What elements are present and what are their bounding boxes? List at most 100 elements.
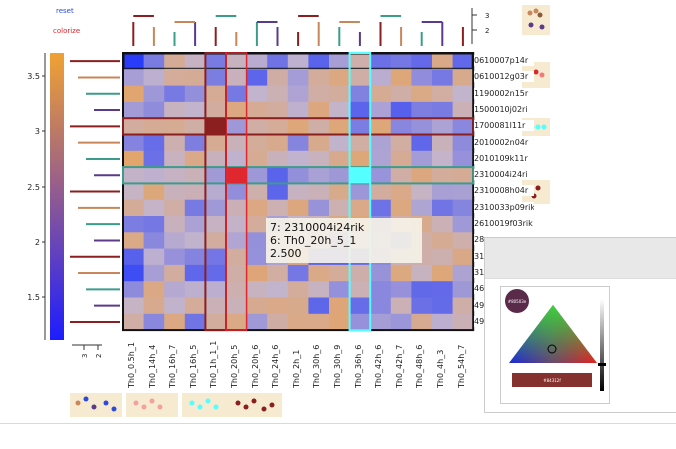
row-label[interactable]: 2310008h04r <box>474 185 534 197</box>
row-label[interactable]: 1700081l11r <box>474 120 534 132</box>
heatmap-cell <box>411 101 433 119</box>
column-label[interactable]: Th0_0.5h_1 <box>127 342 136 388</box>
heatmap-cell <box>452 281 474 298</box>
heatmap-cell <box>184 53 206 70</box>
heatmap-cell <box>164 264 186 282</box>
top-row-outline <box>123 53 473 69</box>
heatmap-cell <box>267 69 289 87</box>
row-label[interactable]: 2010002n04r <box>474 136 534 148</box>
heatmap-cell <box>184 248 206 266</box>
row-label[interactable]: 0610012g03r <box>474 71 534 83</box>
heatmap-cell <box>184 199 206 217</box>
row-label[interactable]: 2610019f03rik <box>474 218 534 229</box>
heatmap-cell <box>329 199 351 217</box>
heatmap-cell <box>287 69 309 87</box>
heatmap-cell <box>411 69 433 87</box>
heatmap-cell <box>452 150 474 168</box>
column-label[interactable]: Th0_20h_6 <box>250 344 260 388</box>
heatmap-cell <box>267 101 289 119</box>
color-cursor[interactable] <box>547 344 557 354</box>
heatmap-cell <box>329 101 351 119</box>
heatmap-border <box>122 52 475 332</box>
heatmap-cell <box>143 53 165 70</box>
heatmap-cell <box>452 183 474 201</box>
heatmap-cell <box>267 297 289 315</box>
row-label[interactable]: 1190002n15r <box>474 87 534 99</box>
heatmap-cell <box>390 183 412 201</box>
heatmap-cell <box>287 167 309 184</box>
column-label[interactable]: Th0_54h_7 <box>456 344 466 388</box>
heatmap-cell <box>329 53 351 70</box>
tooltip-column: 6: Th0_20h_5_1 <box>270 234 357 247</box>
cyan-column-outline <box>348 52 372 332</box>
heatmap-cell <box>164 101 186 119</box>
heatmap-cell <box>308 85 330 103</box>
heatmap-cell <box>205 53 227 70</box>
column-label[interactable]: Th0_16h_7 <box>168 344 178 388</box>
heatmap-cell <box>329 297 351 315</box>
heatmap-cell <box>308 183 330 201</box>
column-label[interactable]: Th0_42h_7 <box>394 344 404 388</box>
column-label[interactable]: Th0_48h_6 <box>415 344 425 388</box>
heatmap-cell <box>246 69 268 87</box>
col-thumb-1-dot <box>103 400 109 406</box>
heatmap-cell <box>164 134 186 152</box>
heatmap-cell <box>349 183 371 201</box>
heatmap-cell <box>123 150 145 168</box>
column-label[interactable]: Th0_16h_5 <box>188 344 198 388</box>
heatmap-cell <box>308 150 330 168</box>
column-label[interactable]: Th0_20h_5 <box>230 344 239 388</box>
color-picker[interactable]: #80503e #84312f <box>500 286 610 404</box>
heatmap-cell <box>246 248 268 266</box>
heatmap-cell <box>143 281 165 298</box>
heatmap-cell <box>411 53 433 70</box>
col-thumb-3-dot <box>189 400 195 406</box>
column-label[interactable]: Th0_36h_6 <box>353 344 363 388</box>
row-label[interactable]: 2010109k11r <box>474 152 534 164</box>
heatmap-cell <box>246 281 268 298</box>
heatmap-cell <box>329 150 351 168</box>
heatmap-cell <box>287 85 309 103</box>
heatmap-cell <box>246 297 268 315</box>
heatmap-cell <box>123 85 145 103</box>
column-label[interactable]: Th0_4h_3 <box>436 349 445 388</box>
column-label[interactable]: Th0_30h_9 <box>333 344 342 388</box>
heatmap-cell <box>143 264 165 282</box>
top-right-thumb-dot <box>533 8 539 14</box>
heatmap-cell <box>226 134 248 152</box>
row-label[interactable]: 1500010j02ri <box>474 103 534 115</box>
column-label[interactable]: Th0_14h_4 <box>147 344 157 388</box>
column-label[interactable]: Th0_30h_6 <box>312 344 322 388</box>
heatmap-cell <box>205 69 227 87</box>
brightness-slider[interactable] <box>600 299 604 391</box>
heatmap-cell <box>226 150 248 168</box>
heatmap-cell <box>432 69 454 87</box>
heatmap-cell <box>390 53 412 70</box>
heatmap-cell <box>184 134 206 152</box>
column-label[interactable]: Th0_42h_6 <box>374 344 384 388</box>
heatmap-cell <box>452 118 474 135</box>
heatmap-cell <box>246 101 268 119</box>
heatmap-cell <box>267 118 289 135</box>
column-label[interactable]: Th0_1h_1_1 <box>209 340 219 388</box>
heatmap-cell <box>123 232 145 250</box>
row-label[interactable]: 2310004i24ri <box>474 169 534 181</box>
heatmap-cell <box>226 248 248 266</box>
column-label[interactable]: Th0_24h_6 <box>271 344 281 388</box>
heatmap-cell <box>143 134 165 152</box>
tooltip-row: 7: 2310004i24rik <box>270 221 365 234</box>
left-dendrogram-tick-label: 2 <box>95 354 103 358</box>
heatmap-cell <box>452 264 474 282</box>
row-label[interactable]: 2310033p09rik <box>474 201 534 213</box>
colorize-link[interactable]: colorize <box>53 27 81 35</box>
reset-link[interactable]: reset <box>56 7 74 15</box>
heatmap-cell <box>123 297 145 315</box>
heatmap-cell <box>308 69 330 87</box>
heatmap-cell <box>143 313 165 331</box>
heatmap-cell <box>452 53 474 70</box>
column-label[interactable]: Th0_2h_1 <box>291 349 301 388</box>
heatmap-cell <box>349 281 371 298</box>
heatmap-cell <box>184 85 206 103</box>
row-label[interactable]: 0610007p14r <box>474 55 534 66</box>
colorbar-tick-label: 2.5 <box>27 183 40 192</box>
